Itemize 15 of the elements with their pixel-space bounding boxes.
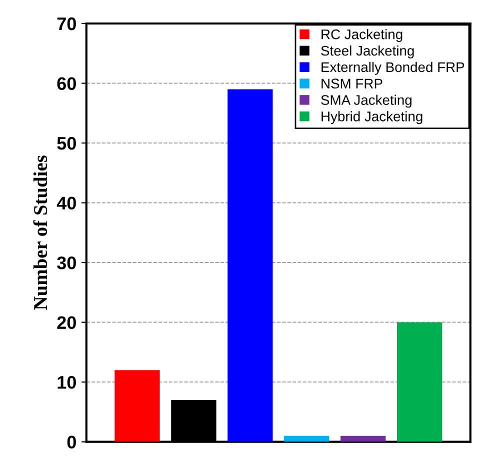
legend-label: SMA Jacketing xyxy=(321,94,412,108)
legend-label: Steel Jacketing xyxy=(321,45,414,58)
y-axis-title: Number of Studies xyxy=(33,156,48,310)
y-tick-label: 10 xyxy=(58,376,76,389)
legend-label: NSM FRP xyxy=(322,78,382,89)
y-tick-label: 60 xyxy=(57,77,76,90)
y-tick-label: 30 xyxy=(57,256,76,270)
y-tick-label: 20 xyxy=(57,316,76,330)
legend-label: Externally Bonded FRP xyxy=(322,62,464,75)
y-tick-label: 0 xyxy=(67,436,76,449)
legend-label: Hybrid Jacketing xyxy=(322,111,422,124)
y-tick-label: 50 xyxy=(57,136,76,150)
legend-label: RC Jacketing xyxy=(322,29,402,42)
y-tick-label: 40 xyxy=(56,196,76,210)
y-tick-label: 70 xyxy=(57,17,76,30)
